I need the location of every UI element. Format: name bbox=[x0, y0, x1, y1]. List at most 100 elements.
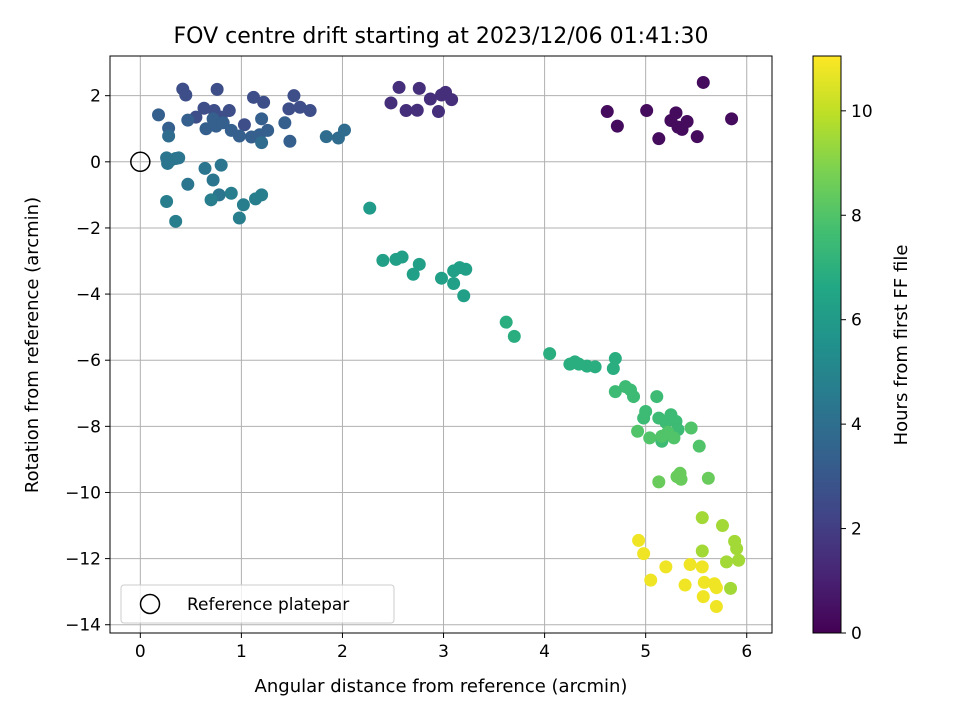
data-point bbox=[293, 100, 307, 114]
data-point bbox=[255, 136, 269, 150]
data-point bbox=[283, 134, 297, 148]
data-point bbox=[696, 75, 710, 89]
y-tick-label: 2 bbox=[90, 87, 101, 107]
data-point bbox=[161, 156, 175, 170]
data-point bbox=[652, 132, 666, 146]
data-point bbox=[674, 472, 688, 486]
y-tick-label: −4 bbox=[76, 285, 101, 305]
data-point bbox=[447, 276, 461, 290]
data-point bbox=[162, 129, 176, 143]
data-point bbox=[639, 404, 653, 418]
data-point bbox=[236, 198, 250, 212]
scatter-points bbox=[152, 75, 746, 614]
data-point bbox=[237, 118, 251, 132]
data-point bbox=[701, 471, 715, 485]
plot-frame bbox=[109, 55, 773, 634]
y-tick-label: −8 bbox=[76, 417, 101, 437]
data-point bbox=[206, 173, 220, 187]
data-point bbox=[631, 424, 645, 438]
data-point bbox=[715, 519, 729, 533]
colorbar-tick-label: 0 bbox=[851, 624, 862, 644]
data-point bbox=[680, 114, 694, 128]
y-tick-label: 0 bbox=[90, 153, 101, 173]
x-axis-label: Angular distance from reference (arcmin) bbox=[255, 676, 628, 697]
y-axis-label: Rotation from reference (arcmin) bbox=[22, 197, 43, 493]
data-point bbox=[690, 130, 704, 144]
grid bbox=[110, 56, 772, 633]
x-ticks: 0 1 2 3 4 5 6 bbox=[135, 633, 752, 662]
data-point bbox=[278, 116, 292, 130]
data-point bbox=[695, 511, 709, 525]
y-tick-label: −14 bbox=[65, 616, 101, 636]
x-tick-label: 3 bbox=[438, 642, 449, 662]
data-point bbox=[695, 544, 709, 558]
legend-label: Reference platepar bbox=[187, 595, 349, 615]
y-tick-label: −10 bbox=[65, 483, 101, 503]
data-point bbox=[627, 390, 641, 404]
data-point bbox=[643, 431, 657, 445]
data-point bbox=[507, 329, 521, 343]
data-point bbox=[222, 104, 236, 118]
y-tick-label: −2 bbox=[76, 219, 101, 239]
data-point bbox=[303, 104, 317, 118]
data-point bbox=[632, 533, 646, 547]
data-point bbox=[696, 590, 710, 604]
data-point bbox=[412, 257, 426, 271]
data-point bbox=[725, 112, 739, 126]
data-point bbox=[678, 578, 692, 592]
data-point bbox=[152, 108, 166, 122]
x-tick-label: 0 bbox=[135, 642, 146, 662]
colorbar-tick-label: 2 bbox=[851, 520, 862, 540]
data-point bbox=[457, 289, 471, 303]
data-point bbox=[724, 581, 738, 595]
data-point bbox=[392, 80, 406, 94]
data-point bbox=[406, 267, 420, 281]
data-point bbox=[247, 90, 261, 104]
y-tick-label: −12 bbox=[65, 550, 101, 570]
data-point bbox=[652, 475, 666, 489]
data-point bbox=[640, 104, 654, 118]
data-point bbox=[384, 96, 398, 110]
data-point bbox=[659, 560, 673, 574]
data-point bbox=[608, 352, 622, 366]
data-point bbox=[169, 214, 183, 228]
legend-marker bbox=[139, 593, 161, 615]
data-point bbox=[214, 158, 228, 172]
data-point bbox=[720, 555, 734, 569]
y-ticks: 2 0 −2 −4 −6 −8 −10 −12 −14 bbox=[65, 87, 110, 636]
x-tick-label: 5 bbox=[640, 642, 651, 662]
data-point bbox=[730, 542, 744, 556]
colorbar-tick-label: 4 bbox=[851, 415, 862, 435]
legend: Reference platepar bbox=[120, 584, 395, 624]
colorbar-ticks: 0 2 4 6 8 10 bbox=[841, 102, 873, 644]
legend-box bbox=[120, 584, 395, 624]
data-point bbox=[261, 123, 275, 137]
data-point bbox=[410, 103, 424, 117]
data-point bbox=[499, 315, 513, 329]
colorbar-label: Hours from first FF file bbox=[891, 245, 912, 446]
data-point bbox=[399, 104, 413, 118]
data-point bbox=[588, 360, 602, 374]
data-point bbox=[181, 177, 195, 191]
data-point bbox=[319, 130, 333, 144]
data-point bbox=[667, 431, 681, 445]
x-tick-label: 4 bbox=[539, 642, 550, 662]
data-point bbox=[644, 573, 658, 587]
data-point bbox=[650, 390, 664, 404]
data-point bbox=[669, 106, 683, 120]
data-point bbox=[692, 439, 706, 453]
colorbar-tick-label: 8 bbox=[851, 206, 862, 226]
data-point bbox=[287, 89, 301, 103]
data-point bbox=[732, 553, 746, 567]
data-point bbox=[606, 361, 620, 375]
data-point bbox=[608, 385, 622, 399]
data-point bbox=[395, 250, 409, 264]
colorbar-tick-label: 10 bbox=[851, 102, 873, 122]
data-point bbox=[198, 161, 212, 175]
data-point bbox=[204, 193, 218, 207]
data-point bbox=[709, 581, 723, 595]
data-point bbox=[257, 95, 271, 109]
data-point bbox=[181, 113, 195, 127]
data-point bbox=[232, 129, 246, 143]
